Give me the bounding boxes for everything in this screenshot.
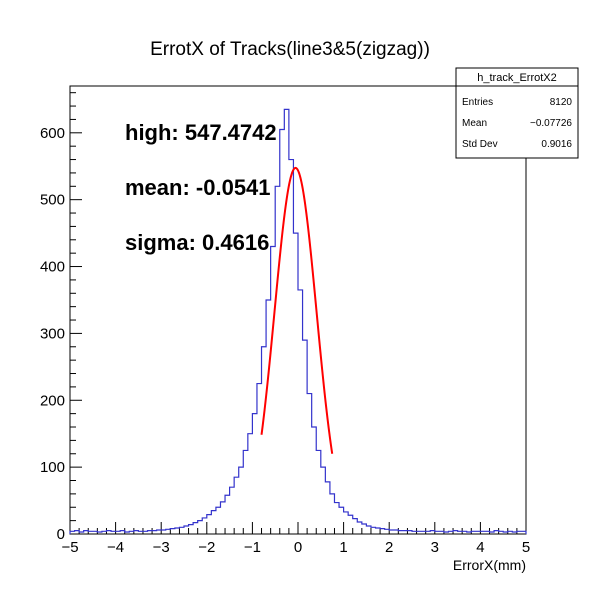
stats-key-mean: Mean bbox=[462, 118, 487, 129]
x-axis-title: ErrorX(mm) bbox=[453, 557, 526, 573]
histogram-outline bbox=[69, 108, 527, 534]
x-tick-label: −5 bbox=[61, 539, 78, 556]
y-tick-label: 0 bbox=[57, 526, 65, 543]
chart-title: ErrotX of Tracks(line3&5(zigzag)) bbox=[150, 39, 430, 60]
x-tick-label: 4 bbox=[476, 539, 484, 556]
x-tick-label: 0 bbox=[294, 539, 302, 556]
y-tick-label: 400 bbox=[40, 259, 65, 276]
stats-value-std-dev: 0.9016 bbox=[541, 139, 572, 150]
stats-key-entries: Entries bbox=[462, 97, 493, 108]
stats-value-mean: −0.07726 bbox=[530, 118, 572, 129]
y-tick-label: 500 bbox=[40, 192, 65, 209]
x-tick-label: 1 bbox=[339, 539, 347, 556]
annotation-mean: mean: -0.0541 bbox=[125, 175, 271, 200]
x-tick-label: −1 bbox=[244, 539, 261, 556]
y-tick-label: 200 bbox=[40, 392, 65, 409]
annotation-sigma: sigma: 0.4616 bbox=[125, 230, 269, 255]
stats-box-title: h_track_ErrotX2 bbox=[477, 72, 556, 84]
y-tick-label: 100 bbox=[40, 459, 65, 476]
stats-key-std-dev: Std Dev bbox=[462, 139, 498, 150]
fit-annotations: high: 547.4742 mean: -0.0541 sigma: 0.46… bbox=[125, 120, 277, 255]
x-tick-label: 2 bbox=[385, 539, 393, 556]
y-axis: 0 100 200 300 400 500 600 bbox=[40, 92, 82, 543]
x-tick-label: −3 bbox=[153, 539, 170, 556]
x-tick-label: 5 bbox=[522, 539, 530, 556]
x-tick-label: 3 bbox=[431, 539, 439, 556]
y-tick-label: 300 bbox=[40, 325, 65, 342]
gaussian-fit-curve bbox=[260, 166, 334, 454]
stats-value-entries: 8120 bbox=[550, 97, 573, 108]
y-tick-label: 600 bbox=[40, 125, 65, 142]
x-axis: −5 −4 −3 −2 −1 0 1 2 3 4 5 bbox=[61, 522, 530, 556]
stats-box: h_track_ErrotX2 Entries 8120 Mean −0.077… bbox=[455, 67, 579, 159]
stats-box-frame bbox=[455, 67, 579, 159]
x-tick-label: −4 bbox=[107, 539, 124, 556]
x-tick-label: −2 bbox=[198, 539, 215, 556]
annotation-high: high: 547.4742 bbox=[125, 120, 277, 145]
